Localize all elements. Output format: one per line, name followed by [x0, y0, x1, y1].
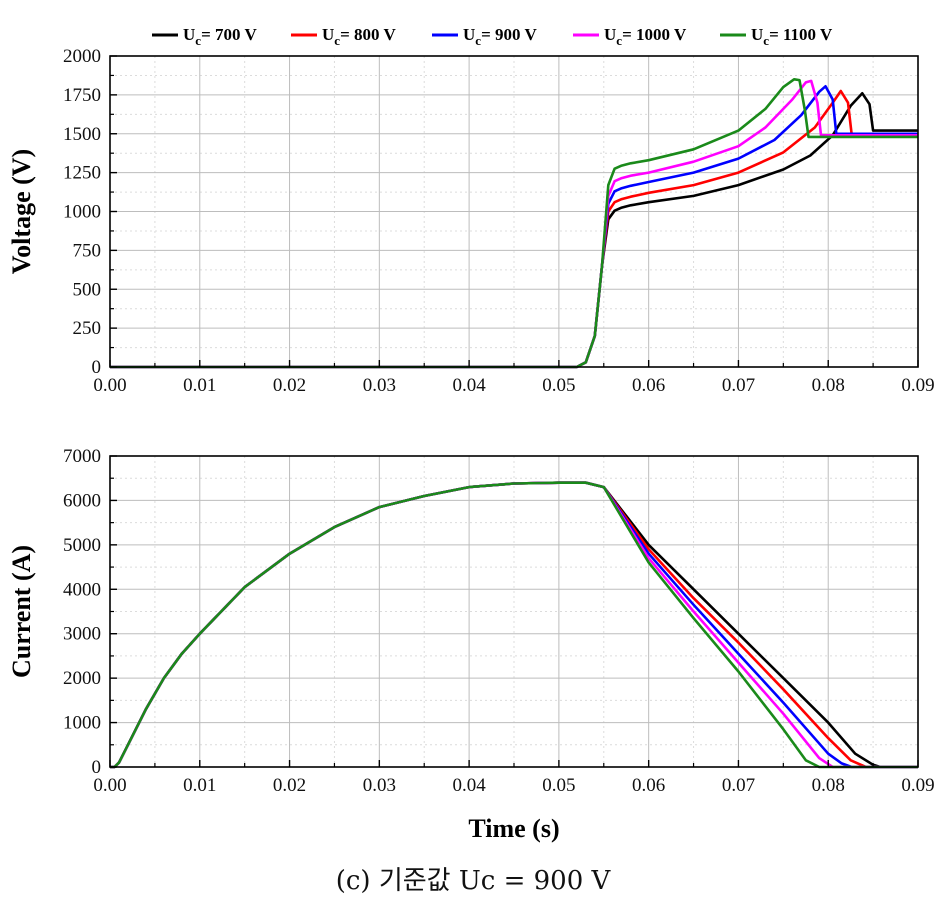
legend-label: Uc= 900 V — [463, 25, 537, 48]
current-y-axis-title: Current (A) — [7, 545, 36, 678]
current-line-2 — [110, 481, 918, 769]
current-series — [110, 481, 918, 769]
y-tick-label: 1250 — [63, 163, 101, 184]
current-ticks: 0.00 0.01 0.02 0.03 0.04 0.05 0.06 0.07 0.08 0.09… — [63, 446, 935, 796]
legend-item: Uc= 700 V — [152, 25, 257, 48]
legend: Uc= 700 V Uc= 800 V Uc= 900 V Uc= 1000 V Uc=… — [152, 25, 833, 48]
x-tick-label: 0.02 — [273, 375, 306, 396]
voltage-line-0 — [110, 92, 918, 369]
legend-item: Uc= 1100 V — [720, 25, 833, 48]
voltage-grid — [110, 56, 918, 367]
x-tick-label: 0.04 — [452, 375, 486, 396]
x-tick-label: 0.07 — [722, 775, 755, 796]
current-line-4 — [110, 481, 918, 769]
y-tick-label: 0 — [92, 357, 102, 378]
x-tick-label: 0.00 — [93, 375, 126, 396]
x-tick-label: 0.02 — [273, 775, 306, 796]
x-tick-label: 0.04 — [452, 775, 486, 796]
y-tick-label: 1000 — [63, 713, 101, 734]
y-tick-label: 750 — [73, 240, 102, 261]
y-tick-label: 2000 — [63, 46, 101, 67]
current-chart: 0.00 0.01 0.02 0.03 0.04 0.05 0.06 0.07 0.08 0.09… — [7, 446, 935, 843]
x-tick-label: 0.09 — [901, 775, 934, 796]
legend-label: Uc= 800 V — [322, 25, 396, 48]
voltage-ticks: 0.00 0.01 0.02 0.03 0.04 0.05 0.06 0.07 0.08 0.09… — [63, 46, 935, 396]
x-tick-label: 0.07 — [722, 375, 755, 396]
y-tick-label: 1000 — [63, 202, 101, 223]
x-tick-label: 0.08 — [812, 375, 845, 396]
figure-caption: (c) 기준값 Uc = 900 V — [335, 866, 611, 896]
voltage-series — [110, 78, 918, 369]
y-tick-label: 7000 — [63, 446, 101, 467]
y-tick-label: 5000 — [63, 535, 101, 556]
y-tick-label: 500 — [73, 279, 102, 300]
legend-label: Uc= 1100 V — [751, 25, 833, 48]
legend-label: Uc= 700 V — [183, 25, 257, 48]
y-tick-label: 1500 — [63, 124, 101, 145]
x-tick-label: 0.03 — [363, 775, 396, 796]
current-line-3 — [110, 481, 918, 769]
legend-item: Uc= 1000 V — [573, 25, 687, 48]
y-tick-label: 4000 — [63, 579, 101, 600]
x-tick-label: 0.01 — [183, 375, 216, 396]
x-tick-label: 0.03 — [363, 375, 396, 396]
x-tick-label: 0.05 — [542, 375, 575, 396]
current-grid — [110, 456, 918, 767]
current-x-axis-title: Time (s) — [468, 814, 559, 843]
current-line-0 — [110, 481, 918, 769]
y-tick-label: 0 — [92, 757, 102, 778]
y-tick-label: 1750 — [63, 85, 101, 106]
x-tick-label: 0.05 — [542, 775, 575, 796]
x-tick-label: 0.09 — [901, 375, 934, 396]
y-tick-label: 250 — [73, 318, 102, 339]
x-tick-label: 0.08 — [812, 775, 845, 796]
x-tick-label: 0.01 — [183, 775, 216, 796]
y-tick-label: 2000 — [63, 668, 101, 689]
voltage-line-3 — [110, 79, 918, 369]
legend-label: Uc= 1000 V — [604, 25, 687, 48]
x-tick-label: 0.00 — [93, 775, 126, 796]
current-line-1 — [110, 481, 918, 769]
x-tick-label: 0.06 — [632, 775, 665, 796]
y-tick-label: 6000 — [63, 490, 101, 511]
voltage-y-axis-title: Voltage (V) — [7, 149, 36, 274]
voltage-chart: 0.00 0.01 0.02 0.03 0.04 0.05 0.06 0.07 0.08 0.09… — [7, 46, 935, 396]
y-tick-label: 3000 — [63, 624, 101, 645]
legend-item: Uc= 900 V — [432, 25, 537, 48]
legend-item: Uc= 800 V — [291, 25, 396, 48]
voltage-line-4 — [110, 78, 918, 369]
x-tick-label: 0.06 — [632, 375, 665, 396]
